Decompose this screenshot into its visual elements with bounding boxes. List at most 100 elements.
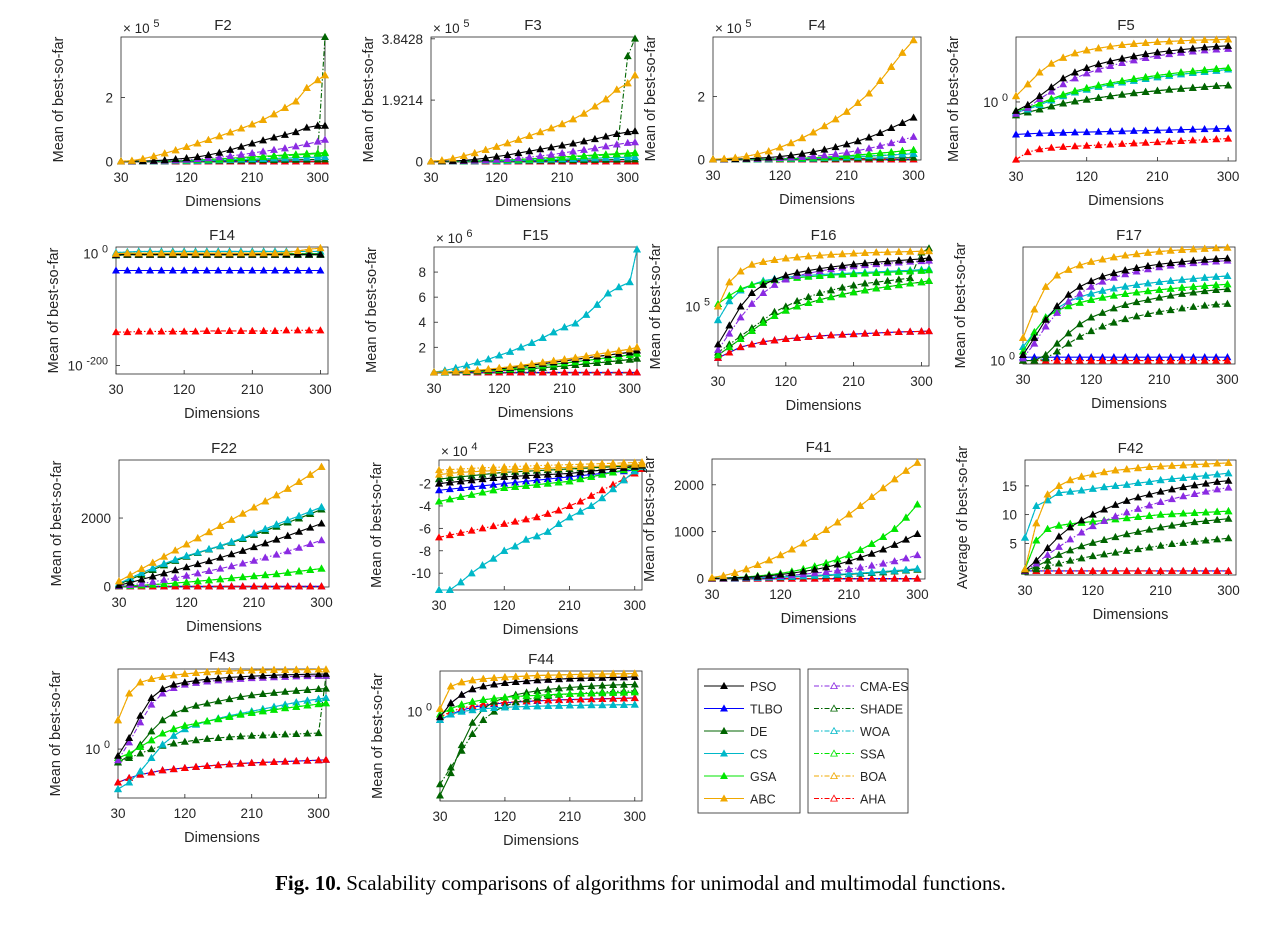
data-point <box>822 563 831 571</box>
data-point <box>1212 300 1221 308</box>
legend-item-woa: WOA <box>814 725 891 739</box>
data-point <box>313 149 322 157</box>
data-point <box>543 461 552 469</box>
data-point <box>489 521 498 530</box>
data-point <box>1134 478 1143 487</box>
data-point <box>282 326 291 334</box>
data-point <box>125 738 134 746</box>
data-point <box>225 666 234 675</box>
data-point <box>467 476 476 484</box>
data-point <box>1094 127 1103 135</box>
data-point <box>136 742 145 750</box>
series-group <box>112 243 325 336</box>
data-point <box>547 154 556 162</box>
data-point <box>532 532 541 540</box>
y-tick-label: 10 0 <box>83 244 108 262</box>
data-point <box>804 266 813 274</box>
data-point <box>623 153 632 161</box>
data-point <box>258 731 267 739</box>
data-point <box>1212 272 1221 280</box>
data-point <box>1201 459 1210 468</box>
data-point <box>1224 124 1233 132</box>
data-point <box>619 458 628 466</box>
series-boa <box>115 462 326 585</box>
data-point <box>887 148 896 156</box>
x-tick-label: 300 <box>623 598 646 613</box>
data-point <box>576 497 585 505</box>
data-point <box>1088 510 1097 518</box>
data-point <box>1030 356 1039 364</box>
data-point <box>569 115 578 123</box>
data-point <box>291 150 300 159</box>
data-point <box>1047 102 1056 110</box>
data-point <box>1200 301 1209 309</box>
y-tick-label: 8 <box>418 265 426 280</box>
data-point <box>906 327 915 335</box>
data-point <box>558 148 567 157</box>
data-point <box>112 249 120 257</box>
data-point <box>590 144 599 152</box>
data-point <box>525 153 534 161</box>
data-point <box>227 582 236 590</box>
data-point <box>1155 260 1164 268</box>
data-point <box>117 157 125 165</box>
data-point <box>736 302 745 310</box>
series-boa <box>117 71 329 165</box>
data-point <box>913 500 922 508</box>
data-point <box>1143 261 1152 270</box>
data-point <box>1030 339 1039 347</box>
data-point <box>180 721 189 729</box>
data-point <box>775 152 784 160</box>
series-boa <box>1021 458 1233 573</box>
data-point <box>554 469 563 478</box>
y-tick-label: 0 <box>105 154 113 169</box>
data-point <box>259 266 268 274</box>
data-point <box>316 243 325 252</box>
data-point <box>1224 566 1233 575</box>
data-point <box>214 249 223 257</box>
data-point <box>1035 105 1044 113</box>
data-point <box>1054 542 1063 550</box>
data-point <box>598 470 607 478</box>
data-point <box>314 756 323 764</box>
data-point <box>820 151 829 159</box>
data-point <box>271 266 279 274</box>
data-point <box>1223 254 1232 262</box>
data-point <box>1088 522 1097 530</box>
data-point <box>291 127 300 136</box>
series-group <box>714 244 933 361</box>
legend-box <box>807 668 909 814</box>
data-point <box>902 466 910 474</box>
data-point <box>446 682 455 690</box>
data-point <box>831 149 840 158</box>
data-point <box>468 729 477 737</box>
data-point <box>532 480 541 488</box>
y-tick-label: 10 -200 <box>68 356 108 374</box>
data-point <box>214 760 223 769</box>
data-point <box>281 704 290 712</box>
data-point <box>853 137 862 145</box>
data-point <box>1043 550 1052 558</box>
data-point <box>214 326 223 334</box>
data-point <box>1178 356 1186 364</box>
data-point <box>500 519 509 527</box>
x-tick-label: 300 <box>902 168 925 183</box>
data-point <box>781 254 790 262</box>
data-point <box>730 573 739 581</box>
data-point <box>250 556 258 564</box>
data-point <box>1053 339 1062 347</box>
series-boa <box>435 458 646 474</box>
data-point <box>203 734 212 742</box>
series-shade <box>114 671 330 766</box>
data-point <box>193 577 202 585</box>
data-point <box>237 124 246 132</box>
data-point <box>1165 137 1174 145</box>
data-point <box>867 568 876 576</box>
data-point <box>1145 462 1154 470</box>
chart-title: F17 <box>1116 227 1142 244</box>
data-point <box>1141 126 1150 134</box>
x-tick-label: 120 <box>1082 583 1105 598</box>
plot-area <box>711 458 926 580</box>
data-point <box>872 268 881 277</box>
y-tick-label: 10 0 <box>85 739 110 757</box>
